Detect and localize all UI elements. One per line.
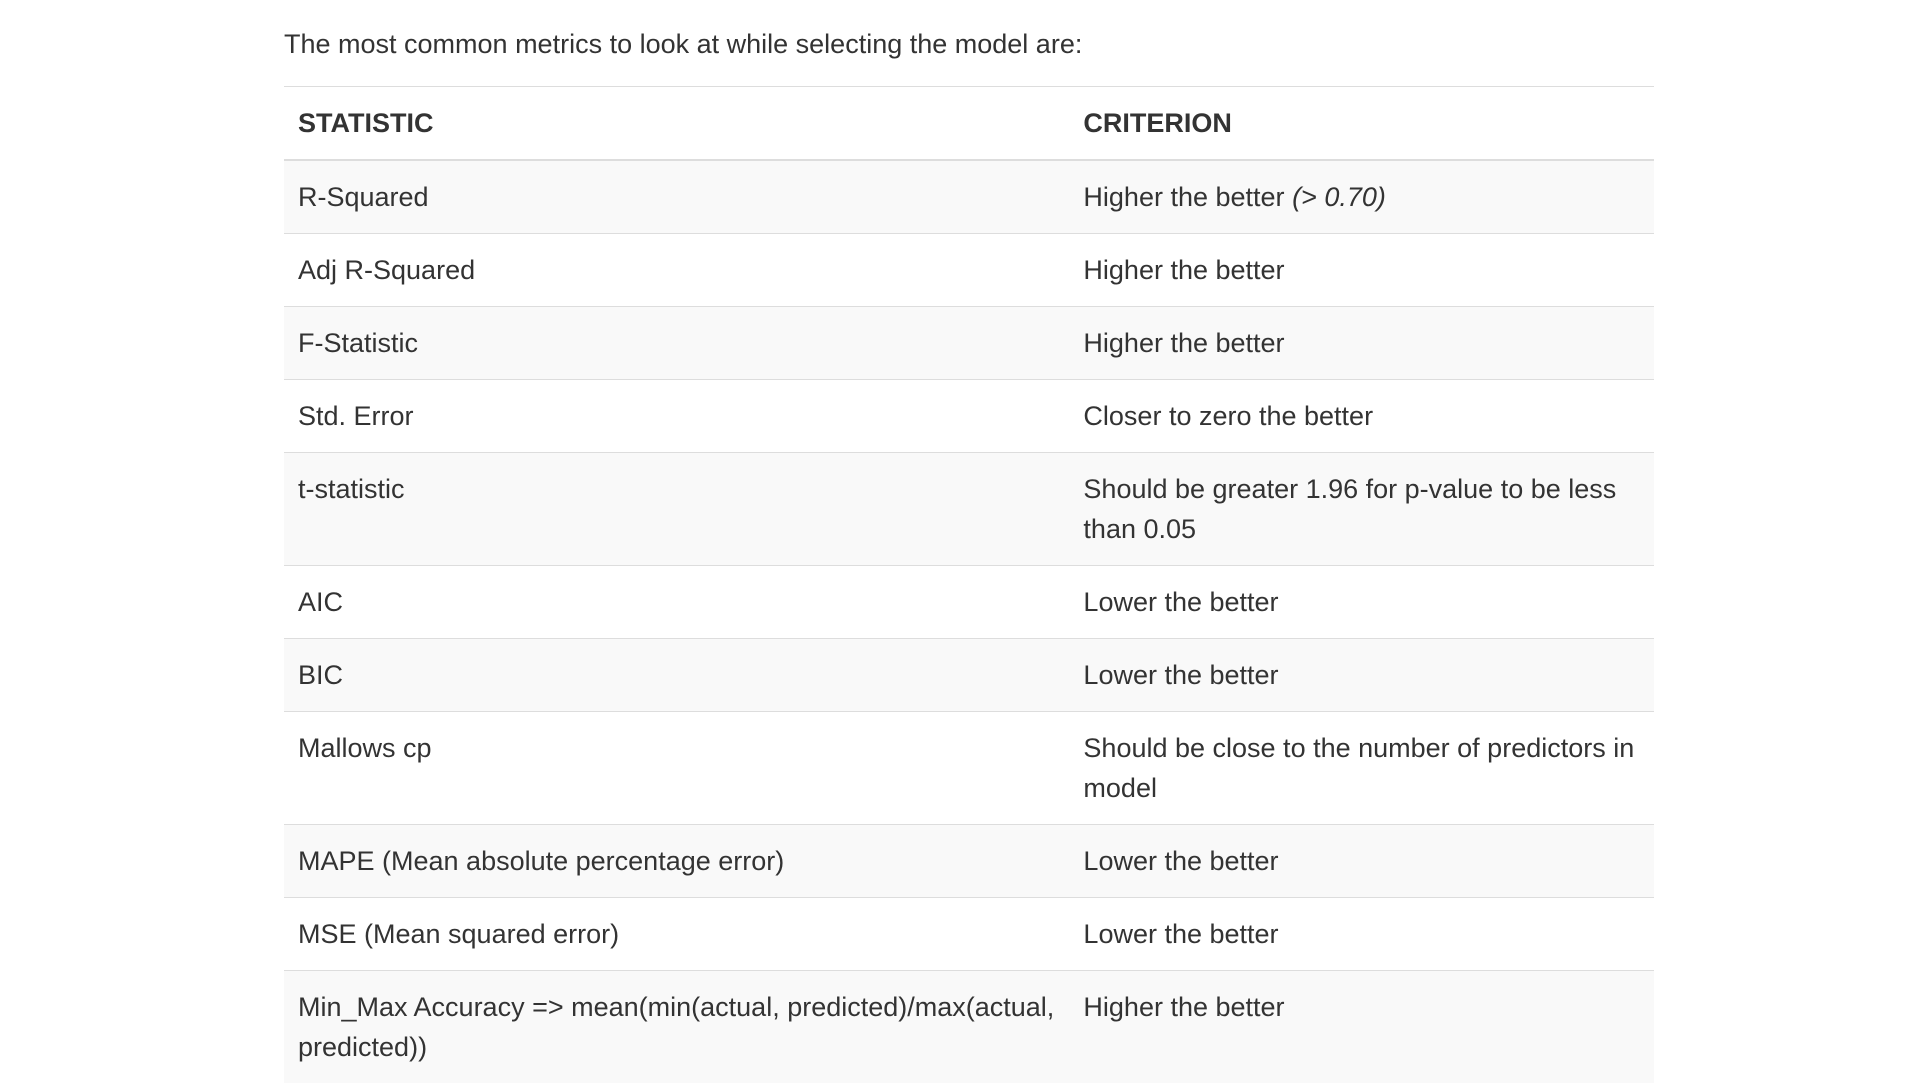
criterion-cell: Higher the better [1069, 234, 1654, 307]
table-row: BIC Lower the better [284, 639, 1654, 712]
criterion-cell: Lower the better [1069, 898, 1654, 971]
criterion-note: (> 0.70) [1292, 182, 1386, 212]
table-row: Adj R-Squared Higher the better [284, 234, 1654, 307]
table-row: AIC Lower the better [284, 566, 1654, 639]
table-row: F-Statistic Higher the better [284, 307, 1654, 380]
intro-paragraph: The most common metrics to look at while… [284, 24, 1654, 64]
table-header: STATISTIC CRITERION [284, 87, 1654, 161]
table-row: R-Squared Higher the better (> 0.70) [284, 160, 1654, 234]
table-row: Min_Max Accuracy => mean(min(actual, pre… [284, 971, 1654, 1083]
criterion-cell: Higher the better [1069, 971, 1654, 1083]
statistic-cell: t-statistic [284, 453, 1069, 566]
statistic-cell: MAPE (Mean absolute percentage error) [284, 825, 1069, 898]
table-row: MSE (Mean squared error) Lower the bette… [284, 898, 1654, 971]
statistic-cell: MSE (Mean squared error) [284, 898, 1069, 971]
header-criterion: CRITERION [1069, 87, 1654, 161]
statistic-cell: Std. Error [284, 380, 1069, 453]
criterion-text: Higher the better [1083, 182, 1284, 212]
criterion-cell: Lower the better [1069, 639, 1654, 712]
criterion-cell: Lower the better [1069, 825, 1654, 898]
statistic-cell: BIC [284, 639, 1069, 712]
statistic-cell: F-Statistic [284, 307, 1069, 380]
header-statistic: STATISTIC [284, 87, 1069, 161]
table-body: R-Squared Higher the better (> 0.70) Adj… [284, 160, 1654, 1083]
statistic-cell: AIC [284, 566, 1069, 639]
statistic-cell: Min_Max Accuracy => mean(min(actual, pre… [284, 971, 1069, 1083]
metrics-table: STATISTIC CRITERION R-Squared Higher the… [284, 86, 1654, 1083]
table-row: t-statistic Should be greater 1.96 for p… [284, 453, 1654, 566]
statistic-cell: Mallows cp [284, 712, 1069, 825]
criterion-cell: Higher the better [1069, 307, 1654, 380]
criterion-cell: Should be close to the number of predict… [1069, 712, 1654, 825]
statistic-cell: R-Squared [284, 160, 1069, 234]
table-row: Std. Error Closer to zero the better [284, 380, 1654, 453]
criterion-cell: Lower the better [1069, 566, 1654, 639]
statistic-cell: Adj R-Squared [284, 234, 1069, 307]
table-row: MAPE (Mean absolute percentage error) Lo… [284, 825, 1654, 898]
header-row: STATISTIC CRITERION [284, 87, 1654, 161]
criterion-cell: Higher the better (> 0.70) [1069, 160, 1654, 234]
criterion-cell: Closer to zero the better [1069, 380, 1654, 453]
article-content: The most common metrics to look at while… [284, 24, 1654, 1083]
table-row: Mallows cp Should be close to the number… [284, 712, 1654, 825]
criterion-cell: Should be greater 1.96 for p-value to be… [1069, 453, 1654, 566]
